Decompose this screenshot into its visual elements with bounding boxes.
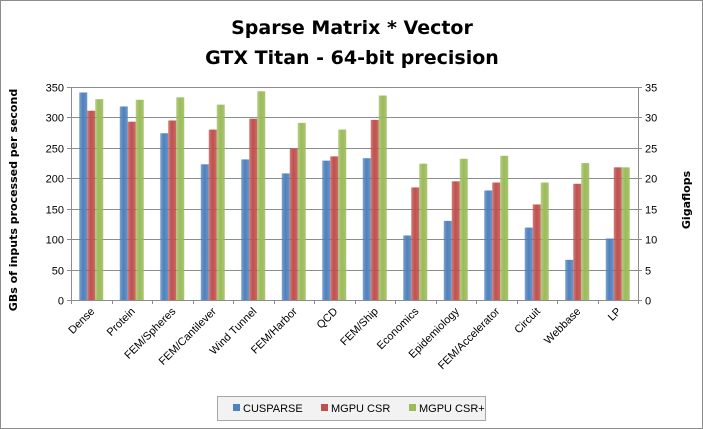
bar-mgpu-csr: [532, 204, 541, 300]
y-tick-label: 0: [58, 296, 64, 308]
legend-label: MGPU CSR: [331, 403, 390, 415]
bar-mgpu-csr: [573, 183, 582, 300]
plot-area: 0 0 50 5 100 10 150 15 200 20 250 25 300 30 350 35 Dense…: [46, 83, 658, 373]
bar-mgpu-csr: [492, 182, 501, 300]
bar-mgpu-csr: [208, 129, 217, 300]
bar-mgpu-csr-: [459, 158, 468, 300]
bar-cusparse: [322, 160, 331, 300]
y2-tick-label: 10: [645, 235, 657, 247]
y2-tick-label: 20: [645, 174, 657, 186]
bar-mgpu-csr: [451, 181, 460, 300]
bar-mgpu-csr: [289, 148, 298, 300]
bar-mgpu-csr: [370, 119, 379, 300]
y2-tick-label: 30: [645, 113, 657, 125]
category-label: Dense: [66, 306, 97, 337]
bar-mgpu-csr: [613, 167, 622, 300]
y2-tick-label: 5: [645, 266, 651, 278]
plot-background: [71, 87, 638, 300]
y-tick-label: 100: [46, 235, 64, 247]
legend-label: CUSPARSE: [243, 403, 303, 415]
y2-tick-label: 35: [645, 83, 657, 95]
bar-cusparse: [403, 235, 412, 300]
bar-mgpu-csr-: [621, 167, 630, 300]
legend-box: [217, 396, 486, 421]
bar-mgpu-csr: [330, 156, 339, 300]
legend-swatch: [233, 404, 240, 411]
y2-tick-label: 0: [645, 296, 651, 308]
y-axis-title: GBs of inputs processed per second: [7, 89, 20, 311]
bar-cusparse: [119, 106, 128, 300]
bar-mgpu-csr-: [176, 97, 185, 301]
bar-mgpu-csr: [87, 110, 96, 300]
bar-cusparse: [605, 238, 614, 300]
bar-mgpu-csr-: [540, 182, 549, 300]
y-tick-label: 350: [46, 83, 64, 95]
bar-mgpu-csr: [249, 118, 258, 300]
bar-cusparse: [200, 164, 209, 300]
legend-swatch: [321, 404, 328, 411]
bar-cusparse: [443, 220, 452, 300]
bar-cusparse: [241, 159, 250, 300]
y-tick-label: 150: [46, 205, 64, 217]
category-label: Circuit: [512, 306, 543, 337]
bar-mgpu-csr: [411, 187, 420, 300]
bar-mgpu-csr-: [500, 155, 509, 300]
bar-mgpu-csr-: [581, 163, 590, 300]
bar-cusparse: [524, 227, 533, 300]
category-label: QCD: [315, 306, 341, 332]
category-label: Webbase: [542, 306, 583, 347]
bar-mgpu-csr-: [378, 95, 387, 301]
chart-title: Sparse Matrix * Vector: [231, 17, 473, 39]
bar-mgpu-csr: [127, 121, 136, 300]
bar-cusparse: [160, 133, 169, 300]
bar-mgpu-csr: [168, 120, 177, 300]
category-label: Protein: [105, 306, 138, 339]
bar-mgpu-csr-: [135, 99, 144, 300]
bar-cusparse: [484, 190, 493, 300]
chart-subtitle: GTX Titan - 64-bit precision: [205, 47, 499, 69]
legend-label: MGPU CSR+: [419, 403, 485, 415]
bar-mgpu-csr-: [419, 163, 428, 300]
bar-cusparse: [79, 92, 88, 300]
y-tick-label: 250: [46, 144, 64, 156]
bar-mgpu-csr-: [297, 122, 306, 300]
legend: CUSPARSE MGPU CSR MGPU CSR+: [217, 396, 486, 421]
bar-mgpu-csr-: [257, 91, 266, 300]
y-tick-label: 50: [52, 266, 64, 278]
bar-mgpu-csr-: [338, 129, 347, 300]
y2-axis-title: Gigaflops: [680, 170, 693, 229]
category-label: FEM/Ship: [338, 306, 381, 349]
y-tick-label: 200: [46, 174, 64, 186]
bar-mgpu-csr-: [95, 99, 104, 301]
y2-tick-label: 25: [645, 144, 657, 156]
y-tick-label: 300: [46, 113, 64, 125]
bar-cusparse: [362, 158, 371, 300]
bar-cusparse: [565, 259, 574, 300]
y2-tick-label: 15: [645, 205, 657, 217]
legend-swatch: [409, 404, 416, 411]
bar-cusparse: [281, 173, 290, 300]
bar-mgpu-csr-: [216, 104, 225, 300]
category-label: LP: [606, 306, 624, 324]
